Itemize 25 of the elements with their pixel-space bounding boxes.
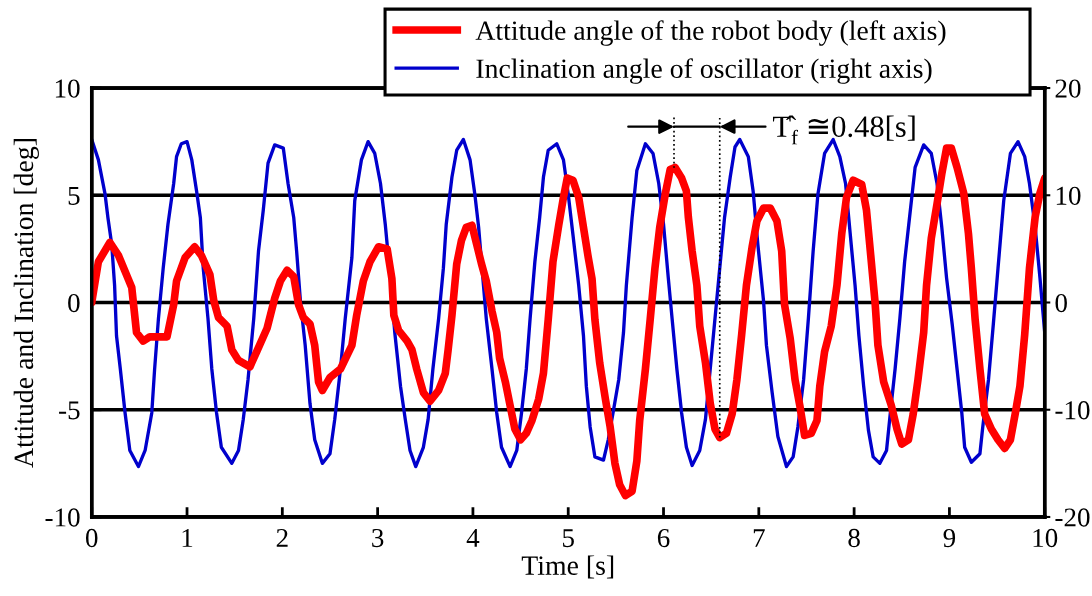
- y-tick-label: 5: [68, 186, 80, 205]
- y2-tick-label: 0: [1055, 293, 1067, 313]
- y-tick-label: 10: [55, 79, 80, 98]
- x-tick-label: 4: [466, 529, 480, 547]
- x-tick-label: 9: [943, 528, 956, 548]
- y-tick-label: -10: [45, 508, 80, 527]
- y2-tick-label: -10: [1055, 401, 1090, 420]
- x-tick-label: 0: [85, 528, 98, 548]
- x-tick-label: 8: [848, 528, 860, 548]
- y-tick-label: -5: [59, 401, 80, 420]
- x-tick-label: 6: [657, 528, 670, 548]
- x-tick-label: 5: [563, 529, 574, 548]
- y2-tick-label: 10: [1056, 186, 1081, 205]
- legend-label: Inclination angle of oscillator (right axis): [476, 58, 932, 84]
- y2-tick-label: 20: [1055, 79, 1081, 98]
- y2-tick-label: -20: [1055, 508, 1090, 527]
- x-tick-label: 7: [753, 529, 765, 547]
- x-tick-label: 1: [182, 529, 193, 547]
- y-axis-title: Attitude and Inclination [deg]: [13, 139, 39, 468]
- y-tick-label: 0: [68, 293, 80, 313]
- x-tick-label: 3: [372, 528, 384, 548]
- x-axis-title: Time [s]: [521, 555, 614, 579]
- x-tick-label: 2: [276, 528, 288, 547]
- legend-label: Attitude angle of the robot body (left axis): [475, 20, 946, 46]
- x-tick-label: 10: [1033, 528, 1058, 548]
